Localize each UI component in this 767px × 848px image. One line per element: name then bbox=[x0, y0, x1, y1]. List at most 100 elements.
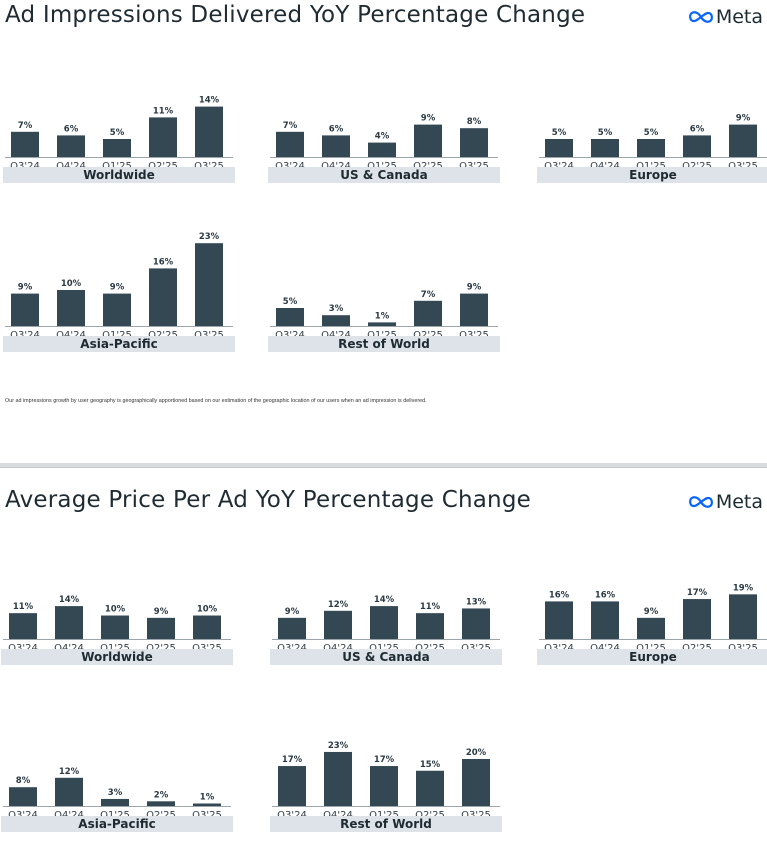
value-label: 1% bbox=[375, 311, 390, 321]
value-label: 9% bbox=[18, 283, 33, 293]
value-label: 9% bbox=[736, 114, 751, 124]
bar bbox=[370, 606, 398, 639]
category-label: Q3'24 bbox=[275, 161, 305, 172]
value-label: 14% bbox=[59, 595, 80, 605]
region-label: Rest of World bbox=[268, 336, 500, 352]
category-label: Q3'25 bbox=[459, 161, 489, 172]
meta-logo: Meta bbox=[688, 491, 763, 513]
region-label: Asia-Pacific bbox=[1, 816, 233, 832]
impressions-slide: Ad Impressions Delivered YoY Percentage … bbox=[5, 2, 763, 404]
bar bbox=[414, 124, 442, 157]
bar bbox=[193, 803, 221, 806]
value-label: 8% bbox=[467, 117, 482, 127]
region-chart: 9% Q3'24 12% Q4'24 14% Q1'25 11% Q2'25 13% Q3'25U… bbox=[270, 529, 502, 667]
bar bbox=[278, 766, 306, 806]
bar bbox=[276, 308, 304, 326]
value-label: 14% bbox=[374, 595, 395, 605]
value-label: 9% bbox=[285, 607, 300, 617]
category-label: Q1'25 bbox=[102, 330, 132, 341]
value-label: 16% bbox=[153, 257, 174, 267]
bar bbox=[195, 106, 223, 157]
category-label: Q2'25 bbox=[415, 643, 445, 654]
bar bbox=[149, 117, 177, 157]
category-label: Q3'24 bbox=[275, 330, 305, 341]
footnote: Our ad impressions growth by user geogra… bbox=[5, 398, 427, 404]
value-label: 23% bbox=[328, 741, 349, 751]
bar bbox=[55, 606, 83, 639]
category-label: Q4'24 bbox=[323, 810, 353, 821]
value-label: 12% bbox=[328, 600, 349, 610]
bar-chart: 8% Q3'24 12% Q4'24 3% Q1'25 2% Q2'25 1% Q3'25 bbox=[3, 767, 231, 821]
value-label: 20% bbox=[466, 748, 487, 758]
value-label: 17% bbox=[687, 588, 708, 598]
value-label: 6% bbox=[329, 124, 344, 134]
value-label: 8% bbox=[16, 776, 31, 786]
bar bbox=[324, 610, 352, 639]
region-label: US & Canada bbox=[270, 649, 502, 665]
value-label: 16% bbox=[549, 590, 570, 600]
value-label: 11% bbox=[13, 602, 34, 612]
bar bbox=[462, 759, 490, 806]
value-label: 6% bbox=[690, 124, 705, 134]
region-label: Asia-Pacific bbox=[3, 336, 235, 352]
bar bbox=[545, 139, 573, 157]
category-label: Q3'24 bbox=[277, 643, 307, 654]
meta-infinity-icon bbox=[688, 11, 713, 23]
category-label: Q4'24 bbox=[323, 643, 353, 654]
category-label: Q3'24 bbox=[10, 161, 40, 172]
value-label: 9% bbox=[421, 114, 436, 124]
bar-chart: 17% Q3'24 23% Q4'24 17% Q1'25 15% Q2'25 20% Q3'25 bbox=[272, 741, 500, 821]
bar bbox=[545, 601, 573, 639]
value-label: 5% bbox=[110, 128, 125, 138]
region-chart: 7% Q3'24 6% Q4'24 5% Q1'25 11% Q2'25 14% Q3'25Wor… bbox=[3, 47, 235, 185]
bar-chart: 16% Q3'24 16% Q4'24 9% Q1'25 17% Q2'25 19% Q3'25 bbox=[539, 583, 767, 654]
value-label: 10% bbox=[105, 605, 126, 615]
value-label: 7% bbox=[421, 290, 436, 300]
value-label: 7% bbox=[18, 121, 33, 131]
category-label: Q1'25 bbox=[100, 643, 130, 654]
category-label: Q2'25 bbox=[146, 643, 176, 654]
region-label: Worldwide bbox=[3, 167, 235, 183]
category-label: Q4'24 bbox=[321, 161, 351, 172]
category-label: Q3'25 bbox=[194, 161, 224, 172]
bar bbox=[276, 131, 304, 157]
category-label: Q3'25 bbox=[461, 643, 491, 654]
region-chart: 7% Q3'24 6% Q4'24 4% Q1'25 9% Q2'25 8% Q3'25US & … bbox=[268, 47, 500, 185]
bar bbox=[591, 139, 619, 157]
region-chart: 16% Q3'24 16% Q4'24 9% Q1'25 17% Q2'25 19% Q3'25E… bbox=[537, 529, 767, 667]
category-label: Q1'25 bbox=[369, 810, 399, 821]
bar bbox=[57, 290, 85, 326]
bar bbox=[414, 300, 442, 326]
bar-chart: 5% Q3'24 5% Q4'24 5% Q1'25 6% Q2'25 9% Q3'25 bbox=[539, 114, 767, 172]
region-chart: 5% Q3'24 5% Q4'24 5% Q1'25 6% Q2'25 9% Q3'25Europ… bbox=[537, 47, 767, 185]
category-label: Q4'24 bbox=[321, 330, 351, 341]
bar bbox=[103, 293, 131, 326]
value-label: 3% bbox=[108, 788, 123, 798]
bar bbox=[9, 613, 37, 639]
category-label: Q1'25 bbox=[636, 161, 666, 172]
bar bbox=[147, 617, 175, 639]
category-label: Q2'25 bbox=[148, 161, 178, 172]
bar bbox=[416, 770, 444, 806]
region-label: Europe bbox=[537, 167, 767, 183]
logo-text: Meta bbox=[715, 6, 763, 28]
category-label: Q3'25 bbox=[728, 161, 758, 172]
meta-infinity-icon bbox=[688, 496, 713, 508]
value-label: 2% bbox=[154, 790, 169, 800]
bar bbox=[103, 139, 131, 157]
category-label: Q1'25 bbox=[636, 643, 666, 654]
bar-chart: 9% Q3'24 10% Q4'24 9% Q1'25 16% Q2'25 23% Q3'25 bbox=[5, 232, 233, 341]
meta-logo: Meta bbox=[688, 6, 763, 28]
category-label: Q4'24 bbox=[54, 810, 84, 821]
value-label: 14% bbox=[199, 96, 220, 106]
value-label: 9% bbox=[467, 283, 482, 293]
category-label: Q3'24 bbox=[8, 643, 38, 654]
category-label: Q3'24 bbox=[544, 161, 574, 172]
category-label: Q4'24 bbox=[590, 161, 620, 172]
bar-chart: 7% Q3'24 6% Q4'24 5% Q1'25 11% Q2'25 14% Q3'25 bbox=[5, 96, 233, 172]
bar-chart: 9% Q3'24 12% Q4'24 14% Q1'25 11% Q2'25 13% Q3'25 bbox=[272, 595, 500, 654]
category-label: Q4'24 bbox=[56, 161, 86, 172]
bar bbox=[9, 787, 37, 806]
value-label: 13% bbox=[466, 597, 487, 607]
category-label: Q2'25 bbox=[146, 810, 176, 821]
